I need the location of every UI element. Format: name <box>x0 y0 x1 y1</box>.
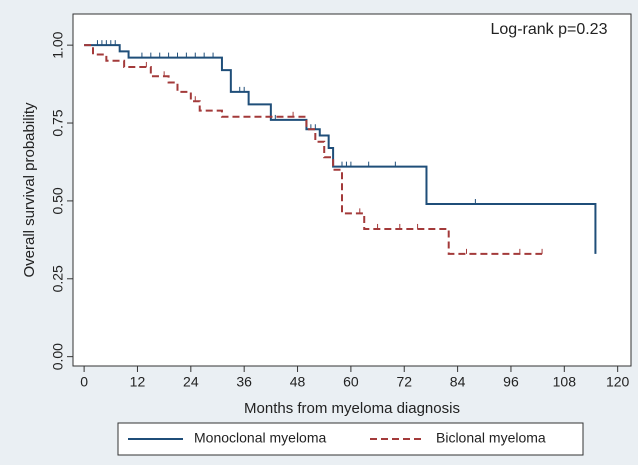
x-tick-label: 84 <box>450 374 466 390</box>
y-tick-label: 0.25 <box>50 265 66 292</box>
x-tick-label: 60 <box>343 374 359 390</box>
x-tick-label: 36 <box>236 374 252 390</box>
y-tick-label: 0.00 <box>50 343 66 370</box>
x-tick-label: 12 <box>130 374 146 390</box>
plot-area <box>72 13 632 367</box>
x-tick-label: 0 <box>80 374 88 390</box>
y-tick-label: 0.50 <box>50 187 66 214</box>
x-tick-label: 48 <box>290 374 306 390</box>
legend-label: Monoclonal myeloma <box>194 430 326 446</box>
survival-curve <box>84 44 543 255</box>
x-tick-label: 72 <box>396 374 412 390</box>
x-tick-label: 108 <box>553 374 577 390</box>
legend-label: Biclonal myeloma <box>436 430 546 446</box>
annotation: Log-rank p=0.23 <box>491 21 608 38</box>
y-tick-label: 0.75 <box>50 109 66 136</box>
y-tick-label: 1.00 <box>50 31 66 58</box>
x-tick-label: 120 <box>606 374 630 390</box>
x-tick-label: 24 <box>183 374 199 390</box>
x-axis-label: Months from myeloma diagnosis <box>244 400 460 417</box>
legend <box>117 422 584 456</box>
survival-curve <box>84 44 597 254</box>
y-axis-label: Overall survival probability <box>21 102 38 278</box>
x-tick-label: 96 <box>503 374 519 390</box>
